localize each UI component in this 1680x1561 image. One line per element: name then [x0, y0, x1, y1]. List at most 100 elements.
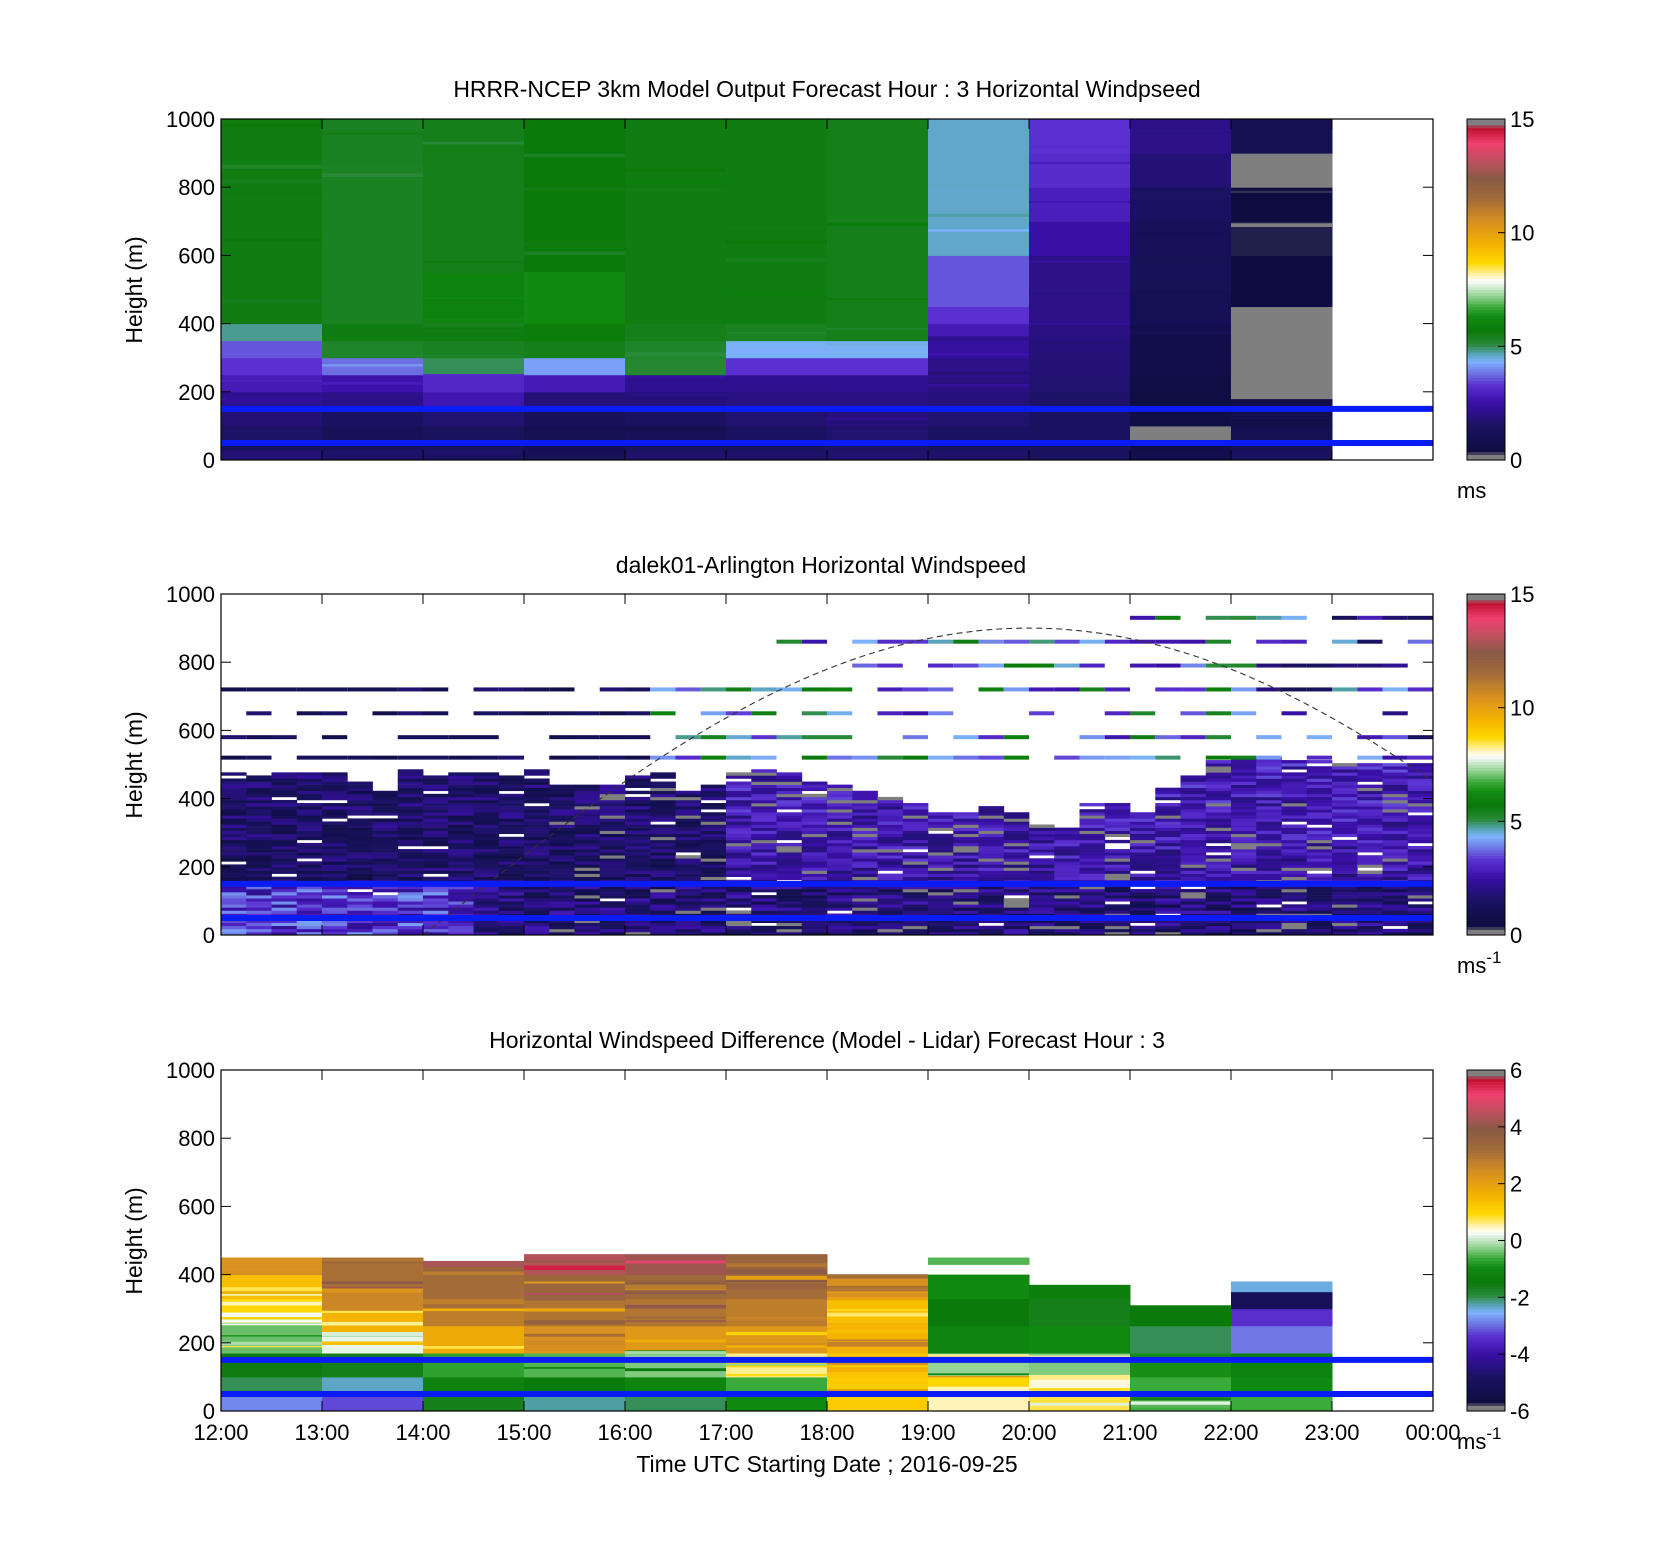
- heatmap-band: [221, 238, 322, 242]
- lidar-gate: [1079, 892, 1106, 896]
- lidar-gate: [1231, 852, 1257, 856]
- lidar-gate: [700, 812, 727, 816]
- colorbar-unit: ms-1: [1457, 948, 1501, 978]
- lidar-gate: [1357, 925, 1383, 930]
- lidar-gate: [953, 845, 979, 850]
- lidar-layer: [549, 711, 575, 716]
- colorbar-segment: [1467, 1175, 1505, 1179]
- lidar-gate: [221, 895, 247, 899]
- lidar-gate: [801, 861, 828, 865]
- lidar-gate: [877, 815, 904, 819]
- lidar-gate: [650, 849, 676, 853]
- lidar-gate: [1180, 855, 1207, 859]
- heatmap-band: [827, 1339, 928, 1342]
- lidar-gate: [473, 907, 500, 911]
- lidar-gate: [246, 901, 272, 905]
- lidar-layer: [1104, 639, 1130, 644]
- lidar-layer: [1003, 687, 1029, 692]
- lidar-gate: [322, 895, 348, 899]
- lidar-gate: [221, 778, 247, 782]
- lidar-gate: [1256, 928, 1282, 933]
- heatmap-cell: [221, 425, 323, 441]
- lidar-gate: [852, 815, 878, 819]
- lidar-layer: [928, 755, 954, 760]
- lidar-gate: [347, 799, 373, 804]
- lidar-gate: [1382, 845, 1409, 850]
- lidar-gate: [574, 796, 601, 801]
- lidar-gate: [1155, 787, 1181, 792]
- heatmap-band: [726, 1270, 827, 1274]
- lidar-gate: [1332, 876, 1358, 881]
- lidar-gate: [1407, 766, 1433, 770]
- colorbar-segment: [1467, 1374, 1505, 1378]
- heatmap-band: [322, 1341, 423, 1346]
- lidar-gate: [397, 796, 424, 801]
- colorbar-segment: [1467, 704, 1505, 709]
- heatmap-cell: [322, 1353, 424, 1378]
- colorbar-segment: [1467, 920, 1505, 925]
- lidar-gate: [1281, 781, 1308, 785]
- lidar-layer: [347, 755, 373, 760]
- lidar-gate: [1205, 928, 1232, 933]
- heatmap-band: [928, 1354, 1029, 1358]
- lidar-gate: [877, 855, 904, 859]
- lidar-gate: [928, 931, 954, 935]
- colorbar-segment: [1467, 1274, 1505, 1279]
- lidar-gate: [599, 895, 626, 899]
- lidar-gate: [827, 845, 853, 850]
- lidar-gate: [700, 839, 727, 844]
- lidar-gate: [1180, 876, 1207, 881]
- colorbar-segment: [1467, 858, 1505, 862]
- lidar-gate: [1205, 827, 1232, 831]
- heatmap-cell: [322, 425, 424, 441]
- lidar-gate: [599, 787, 626, 792]
- colorbar-segment: [1467, 300, 1505, 305]
- lidar-gate: [1256, 772, 1282, 776]
- lidar-gate: [549, 885, 575, 890]
- lidar-gate: [852, 873, 878, 877]
- lidar-gate: [246, 870, 272, 874]
- lidar-gate: [877, 845, 904, 850]
- lidar-gate: [675, 931, 702, 935]
- lidar-gate: [852, 790, 878, 795]
- lidar-gate: [700, 864, 727, 868]
- lidar-gate: [1231, 870, 1257, 874]
- lidar-gate: [221, 815, 247, 819]
- lidar-gate: [397, 772, 424, 776]
- lidar-gate: [1382, 855, 1409, 859]
- lidar-gate: [397, 812, 424, 816]
- lidar-gate: [751, 821, 777, 825]
- lidar-gate: [928, 922, 954, 927]
- lidar-layer: [1357, 663, 1383, 668]
- colorbar-segment: [1467, 1163, 1505, 1168]
- lidar-gate: [650, 907, 676, 911]
- colorbar-segment: [1467, 377, 1505, 382]
- lidar-gate: [1104, 876, 1131, 881]
- lidar-gate: [776, 873, 803, 877]
- lidar-gate: [322, 809, 348, 813]
- lidar-layer: [372, 687, 398, 692]
- lidar-gate: [1029, 839, 1055, 844]
- lidar-gate: [599, 870, 626, 874]
- lidar-gate: [675, 818, 702, 822]
- colorbar-segment: [1467, 451, 1505, 455]
- colorbar-segment: [1467, 172, 1505, 177]
- lidar-gate: [1407, 922, 1433, 927]
- lidar-layer: [599, 755, 625, 760]
- lidar-layer: [574, 755, 600, 760]
- colorbar-segment: [1467, 639, 1505, 643]
- lidar-gate: [1407, 858, 1433, 862]
- lidar-gate: [928, 849, 954, 853]
- colorbar-segment: [1467, 909, 1505, 913]
- colorbar-segment: [1467, 1246, 1505, 1250]
- lidar-gate: [372, 852, 399, 856]
- lidar-gate: [524, 815, 550, 819]
- lidar-gate: [1003, 922, 1030, 927]
- lidar-gate: [271, 845, 298, 850]
- lidar-gate: [1104, 839, 1131, 844]
- lidar-gate: [700, 907, 727, 911]
- lidar-gate: [1407, 839, 1433, 844]
- lidar-layer: [1382, 735, 1408, 740]
- lidar-gate: [574, 898, 601, 902]
- lidar-gate: [1003, 815, 1030, 819]
